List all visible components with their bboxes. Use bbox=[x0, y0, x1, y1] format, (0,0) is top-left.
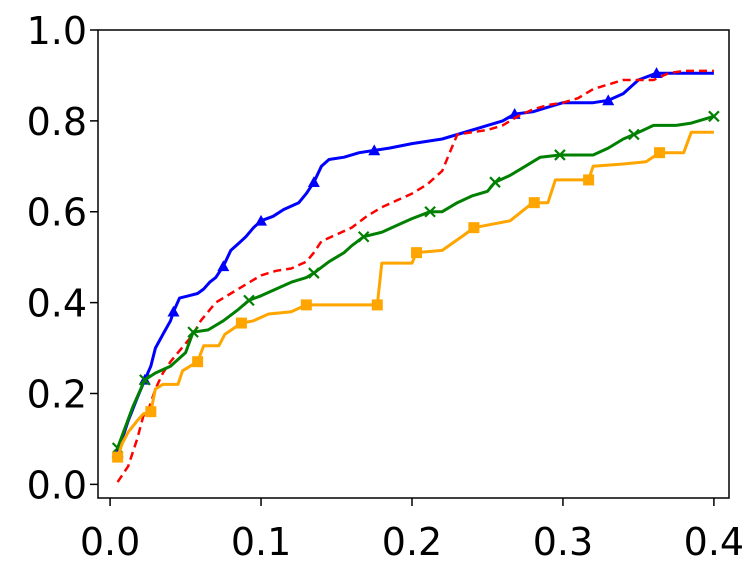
series-line bbox=[116, 114, 715, 449]
data-point bbox=[235, 317, 247, 329]
data-point bbox=[468, 222, 480, 234]
data-point bbox=[371, 299, 383, 311]
x-tick-label: 0.0 bbox=[80, 520, 140, 564]
data-point bbox=[187, 326, 199, 338]
data-point bbox=[554, 149, 566, 161]
data-point bbox=[650, 67, 663, 78]
plot-frame bbox=[97, 29, 730, 499]
data-point bbox=[583, 174, 595, 186]
y-tick-label: 0.2 bbox=[27, 372, 87, 416]
data-point bbox=[424, 205, 436, 218]
y-tick-label: 0.4 bbox=[27, 282, 87, 326]
x-tick-label: 0.2 bbox=[382, 520, 442, 564]
y-tick-label: 0.0 bbox=[27, 463, 87, 507]
data-point bbox=[357, 230, 370, 243]
series-line bbox=[116, 69, 714, 483]
data-point bbox=[139, 374, 151, 386]
data-point bbox=[167, 305, 180, 317]
data-point bbox=[255, 214, 268, 226]
data-point bbox=[307, 176, 320, 188]
data-point bbox=[217, 260, 230, 272]
data-point bbox=[145, 406, 157, 418]
data-point bbox=[112, 451, 124, 463]
series-3 bbox=[112, 130, 714, 463]
data-point bbox=[708, 110, 720, 123]
data-point bbox=[368, 144, 381, 156]
y-tick-label: 0.8 bbox=[27, 100, 87, 144]
x-tick-label: 0.3 bbox=[533, 520, 593, 564]
series-line bbox=[116, 71, 714, 454]
y-tick-label: 0.6 bbox=[27, 191, 87, 235]
data-point bbox=[602, 94, 615, 106]
axis-layer: 0.0 0.1 0.2 0.3 0.4 0.0 0.2 0.4 0.6 0.8 1.0 bbox=[27, 9, 745, 564]
data-point bbox=[628, 128, 640, 141]
data-point bbox=[308, 267, 320, 279]
data-point bbox=[411, 247, 423, 259]
series-layer bbox=[111, 67, 720, 483]
data-point bbox=[528, 197, 540, 209]
y-tick-label: 1.0 bbox=[27, 9, 87, 53]
x-tick-label: 0.4 bbox=[684, 520, 744, 564]
data-point bbox=[192, 356, 204, 368]
data-point bbox=[243, 294, 255, 307]
data-point bbox=[300, 299, 312, 311]
data-point bbox=[489, 176, 501, 188]
x-tick-label: 0.1 bbox=[231, 520, 291, 564]
series-line bbox=[116, 130, 714, 458]
data-point bbox=[654, 147, 666, 159]
series-1 bbox=[116, 69, 714, 483]
